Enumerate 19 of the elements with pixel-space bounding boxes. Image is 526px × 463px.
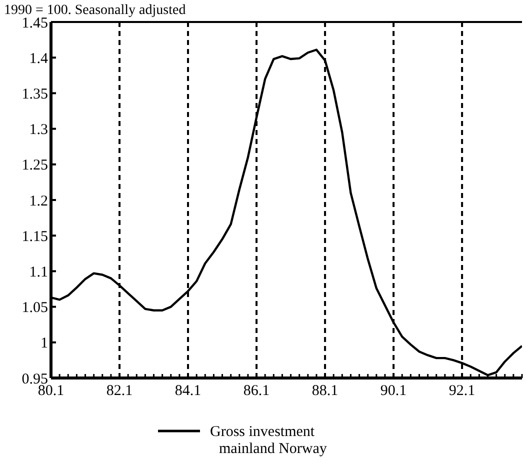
y-tick-label: 1.3 <box>29 122 48 138</box>
x-tick-label: 88.1 <box>312 383 338 399</box>
y-tick-label: 1.4 <box>29 50 48 67</box>
x-tick-label: 84.1 <box>174 383 202 399</box>
x-tick-label: 86.1 <box>243 383 270 399</box>
y-tick-label: 1.45 <box>22 15 48 32</box>
x-tick-label: 92.1 <box>448 383 476 399</box>
y-tick-label: 1.1 <box>29 264 48 280</box>
legend-label: Gross investment mainland Norway <box>210 424 328 457</box>
x-tick-label: 80.1 <box>38 383 64 399</box>
y-tick-label: 1.2 <box>29 193 48 210</box>
y-tick-label: 1.05 <box>22 300 48 316</box>
x-tick-label: 82.1 <box>106 383 133 399</box>
y-tick-label: 1.35 <box>22 86 48 102</box>
x-tick-label: 90.1 <box>380 383 407 399</box>
chart-title: 1990 = 100. Seasonally adjusted <box>4 3 186 18</box>
y-tick-label: 1.15 <box>22 228 48 245</box>
y-tick-label: 1 <box>40 336 48 352</box>
y-tick-label: 1.25 <box>22 158 48 174</box>
